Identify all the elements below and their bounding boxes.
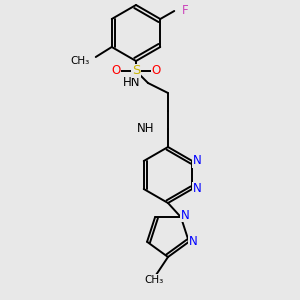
- Text: O: O: [111, 64, 121, 77]
- Text: NH: NH: [136, 122, 154, 136]
- Text: CH₃: CH₃: [144, 275, 164, 285]
- Text: HN: HN: [122, 76, 140, 89]
- Text: CH₃: CH₃: [70, 56, 90, 66]
- Text: N: N: [181, 209, 189, 222]
- Text: S: S: [132, 64, 140, 77]
- Text: N: N: [193, 154, 202, 167]
- Text: O: O: [152, 64, 160, 77]
- Text: F: F: [182, 4, 189, 17]
- Text: N: N: [193, 182, 202, 196]
- Text: N: N: [188, 235, 197, 248]
